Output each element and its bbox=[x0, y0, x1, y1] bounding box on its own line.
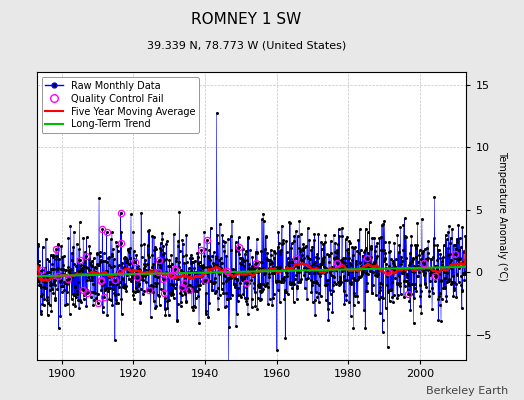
Legend: Raw Monthly Data, Quality Control Fail, Five Year Moving Average, Long-Term Tren: Raw Monthly Data, Quality Control Fail, … bbox=[41, 77, 199, 133]
Text: Berkeley Earth: Berkeley Earth bbox=[426, 386, 508, 396]
Text: ROMNEY 1 SW: ROMNEY 1 SW bbox=[191, 12, 301, 27]
Y-axis label: Temperature Anomaly (°C): Temperature Anomaly (°C) bbox=[497, 151, 507, 281]
Text: 39.339 N, 78.773 W (United States): 39.339 N, 78.773 W (United States) bbox=[147, 40, 346, 50]
